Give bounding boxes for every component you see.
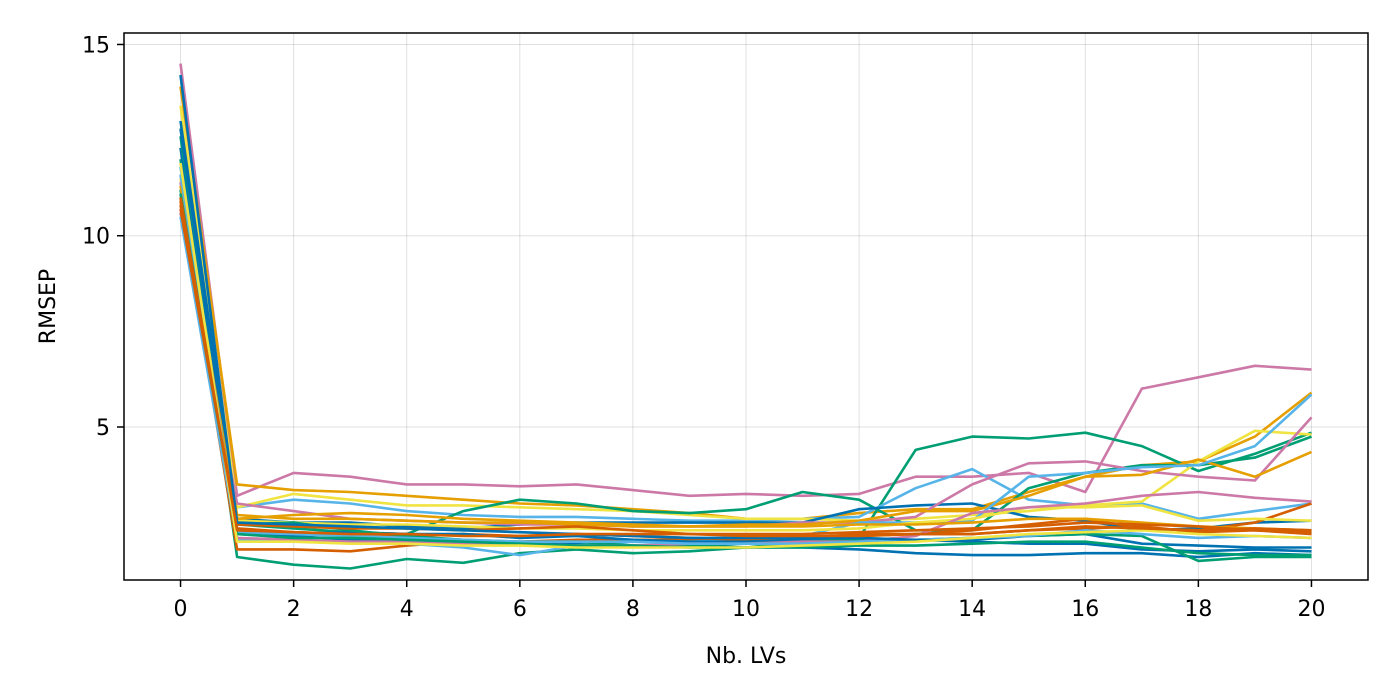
x-tick-label: 4 bbox=[400, 597, 414, 622]
gridlines bbox=[124, 33, 1368, 580]
y-axis-label: RMSEP bbox=[36, 269, 61, 344]
x-tick-label: 2 bbox=[287, 597, 301, 622]
series-line-1 bbox=[179, 63, 1312, 498]
series-line-20 bbox=[179, 204, 1312, 536]
x-axis: 0 2 4 6 8 10 12 14 16 18 20 bbox=[174, 580, 1325, 622]
series-line-24 bbox=[179, 197, 1312, 538]
series-line-21 bbox=[179, 74, 1312, 553]
series-line-7 bbox=[179, 105, 1312, 523]
x-tick-label: 6 bbox=[513, 597, 527, 622]
x-tick-label: 12 bbox=[845, 597, 873, 622]
series-line-14 bbox=[179, 178, 1312, 532]
y-tick-label: 5 bbox=[96, 416, 110, 441]
series-lines bbox=[179, 63, 1313, 570]
x-tick-label: 14 bbox=[958, 597, 986, 622]
series-line-19 bbox=[179, 174, 1312, 546]
series-line-23 bbox=[179, 162, 1312, 549]
x-tick-label: 10 bbox=[732, 597, 760, 622]
y-axis: 5 10 15 bbox=[82, 33, 124, 441]
x-tick-label: 20 bbox=[1297, 597, 1325, 622]
series-line-11 bbox=[179, 197, 1313, 528]
y-tick-label: 10 bbox=[82, 225, 110, 250]
x-tick-label: 18 bbox=[1184, 597, 1212, 622]
x-tick-label: 8 bbox=[626, 597, 640, 622]
series-line-18 bbox=[179, 185, 1312, 532]
x-axis-label: Nb. LVs bbox=[706, 644, 787, 669]
x-tick-label: 0 bbox=[174, 597, 188, 622]
x-tick-label: 16 bbox=[1071, 597, 1099, 622]
y-tick-label: 15 bbox=[82, 33, 110, 58]
